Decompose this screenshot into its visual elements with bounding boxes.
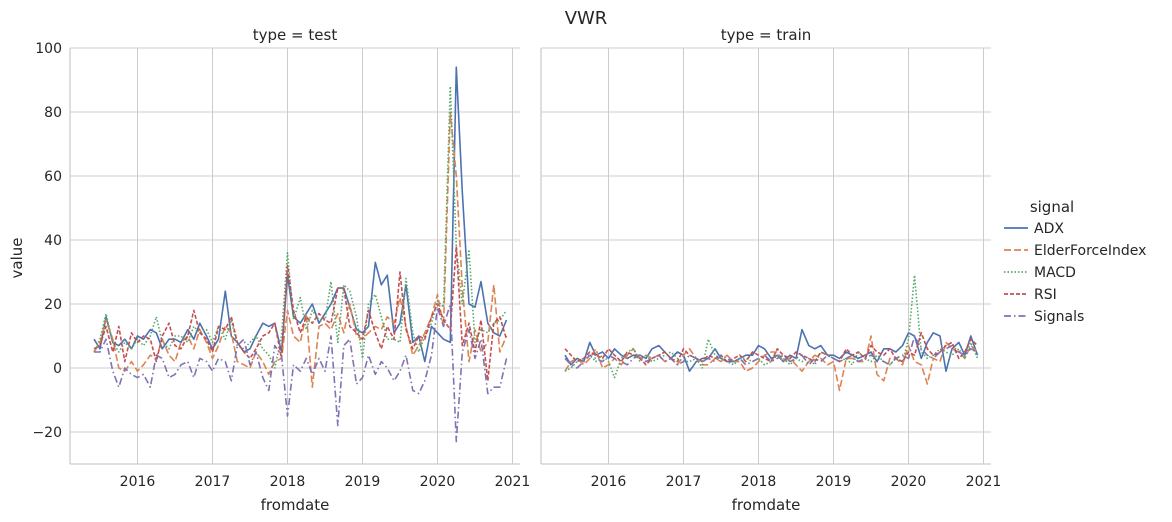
x-tick-label: 2021	[966, 474, 1002, 490]
legend-item: MACD	[1004, 265, 1076, 281]
series-line-macd	[93, 85, 508, 369]
y-tick-label: 60	[44, 169, 62, 185]
y-tick-label: 20	[44, 297, 62, 313]
x-tick-label: 2018	[270, 474, 306, 490]
x-tick-label: 2016	[120, 474, 156, 490]
legend-label: MACD	[1034, 265, 1076, 281]
series-line-macd	[564, 274, 979, 379]
series-line-signals	[564, 335, 978, 369]
legend-label: ADX	[1034, 221, 1064, 237]
x-tick-label: 2020	[420, 474, 456, 490]
x-axis-title: fromdate	[261, 496, 330, 514]
series-line-rsi	[93, 245, 508, 382]
series-lines	[564, 274, 979, 392]
facet-panel-1: 2016 2017 2018 2019 2020 2021 fromdate type = t…	[540, 26, 1002, 514]
x-tick-label: 2017	[195, 474, 231, 490]
legend-label: Signals	[1034, 309, 1084, 325]
series-line-rsi	[564, 331, 979, 366]
x-tick-label: 2017	[666, 474, 702, 490]
panels: −20 0 20 40 60 80 100 2016 2017 2018 2019 2020 2021 f…	[32, 26, 1001, 514]
x-tick-label: 2016	[591, 474, 627, 490]
x-tick-label: 2019	[816, 474, 852, 490]
legend-item: ADX	[1004, 221, 1064, 237]
y-tick-label: 0	[53, 361, 62, 377]
y-tick-label: 80	[44, 105, 62, 121]
facet-title: type = test	[253, 26, 338, 44]
legend: signal ADX ElderForceIndex MACD RSI Signals	[1004, 198, 1146, 325]
chart-title: VWR	[565, 8, 608, 29]
x-tick-label: 2021	[495, 474, 531, 490]
y-tick-label: 100	[35, 41, 62, 57]
legend-item: RSI	[1004, 287, 1057, 303]
legend-title: signal	[1030, 198, 1074, 216]
legend-label: ElderForceIndex	[1034, 243, 1146, 259]
x-tick-label: 2019	[345, 474, 381, 490]
series-lines	[93, 66, 508, 443]
legend-item: Signals	[1004, 309, 1084, 325]
y-tick-label: −20	[32, 425, 62, 441]
series-line-signals	[94, 303, 508, 443]
series-line-adx	[93, 66, 508, 363]
x-axis-title: fromdate	[732, 496, 801, 514]
legend-label: RSI	[1034, 287, 1057, 303]
series-line-elderforceindex	[564, 335, 979, 392]
facet-title: type = train	[721, 26, 812, 44]
y-axis-title: value	[8, 238, 26, 279]
legend-item: ElderForceIndex	[1004, 243, 1146, 259]
x-tick-label: 2018	[741, 474, 777, 490]
y-tick-label: 40	[44, 233, 62, 249]
facet-panel-0: −20 0 20 40 60 80 100 2016 2017 2018 2019 2020 2021 f…	[32, 26, 530, 514]
x-tick-label: 2020	[891, 474, 927, 490]
